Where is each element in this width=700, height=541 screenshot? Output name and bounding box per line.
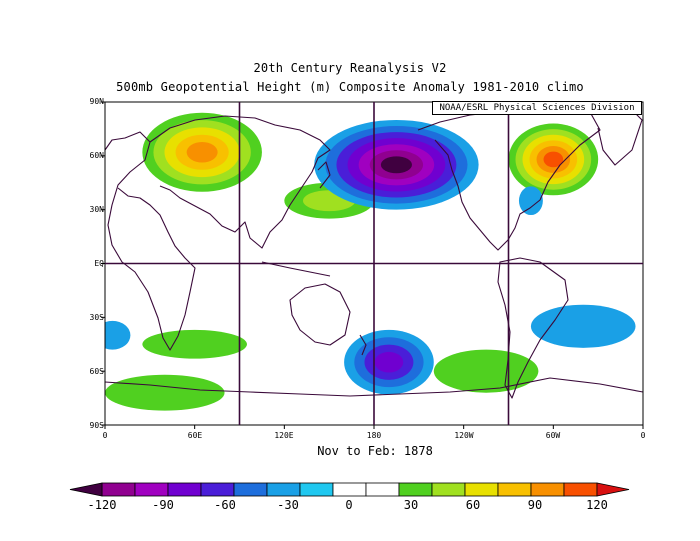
lat-label-60s: 60S (89, 367, 104, 376)
axis-ticks (101, 101, 644, 429)
anomaly-contour (530, 304, 636, 348)
lon-label-60w: 60W (545, 431, 561, 440)
lon-label-0-east: 0 (640, 431, 646, 440)
coast-newzealand (359, 334, 367, 356)
anomaly-contour (518, 186, 543, 216)
anomaly-field (105, 112, 636, 411)
colorbar-label: 30 (403, 498, 419, 512)
anomaly-contour (374, 351, 404, 373)
colorbar-label: -90 (152, 498, 174, 512)
colorbar-swatch (233, 482, 268, 497)
colorbar-swatch (497, 482, 532, 497)
chart-title: 20th Century Reanalysis V2 (253, 61, 447, 75)
colorbar-swatch (530, 482, 565, 497)
colorbar-swatch (332, 482, 367, 497)
coast-greenland (597, 107, 643, 166)
anomaly-contour (142, 329, 247, 359)
colorbar-label: -120 (87, 498, 117, 512)
colorbar-high-arrow (596, 482, 630, 497)
colorbar-label: 90 (527, 498, 543, 512)
colorbar-swatch (101, 482, 136, 497)
coast-africa-europe (105, 131, 196, 351)
period-subtitle: Nov to Feb: 1878 (317, 444, 433, 458)
lon-label-0: 0 (102, 431, 108, 440)
lon-label-60e: 60E (187, 431, 203, 440)
colorbar-label: -30 (277, 498, 299, 512)
colorbar-label: 0 (345, 498, 353, 512)
colorbar-label: -60 (214, 498, 236, 512)
chart-subtitle: 500mb Geopotential Height (m) Composite … (116, 80, 584, 94)
colorbar-swatch (365, 482, 400, 497)
anomaly-contour (186, 142, 218, 163)
anomaly-contour (543, 151, 564, 168)
colorbar-low-arrow (69, 482, 103, 497)
coast-south-america (497, 257, 569, 399)
colorbar-swatch (167, 482, 202, 497)
coast-japan (317, 161, 331, 189)
lat-label-30n: 30N (89, 205, 104, 214)
colorbar-swatch (398, 482, 433, 497)
lat-label-30s: 30S (89, 313, 104, 322)
lat-label-90s: 90S (89, 421, 104, 430)
colorbar-label: 120 (586, 498, 608, 512)
coast-australia (289, 283, 351, 346)
colorbar-swatch (563, 482, 598, 497)
colorbar-swatch (431, 482, 466, 497)
lat-label-eq: EQ (94, 259, 104, 268)
lat-label-60n: 60N (89, 151, 104, 160)
anomaly-contour (105, 374, 225, 411)
colorbar-swatch (266, 482, 301, 497)
lat-label-90n: 90N (89, 97, 104, 106)
anomaly-contour (105, 320, 131, 350)
anomaly-contour (433, 349, 539, 393)
lon-label-120w: 120W (454, 431, 474, 440)
coast-antarctica (105, 377, 643, 397)
colorbar (69, 482, 630, 497)
coast-indonesia (261, 261, 331, 277)
attribution-label: NOAA/ESRL Physical Sciences Division (432, 101, 642, 115)
grid-lines (105, 102, 643, 425)
colorbar-swatch (299, 482, 334, 497)
coast-asia (149, 115, 331, 249)
coastlines (105, 107, 643, 399)
lon-label-120e: 120E (274, 431, 294, 440)
colorbar-swatch (134, 482, 169, 497)
anomaly-contour (380, 156, 412, 174)
colorbar-label: 60 (465, 498, 481, 512)
colorbar-swatch (200, 482, 235, 497)
lon-label-180: 180 (366, 431, 382, 440)
colorbar-swatch (464, 482, 499, 497)
